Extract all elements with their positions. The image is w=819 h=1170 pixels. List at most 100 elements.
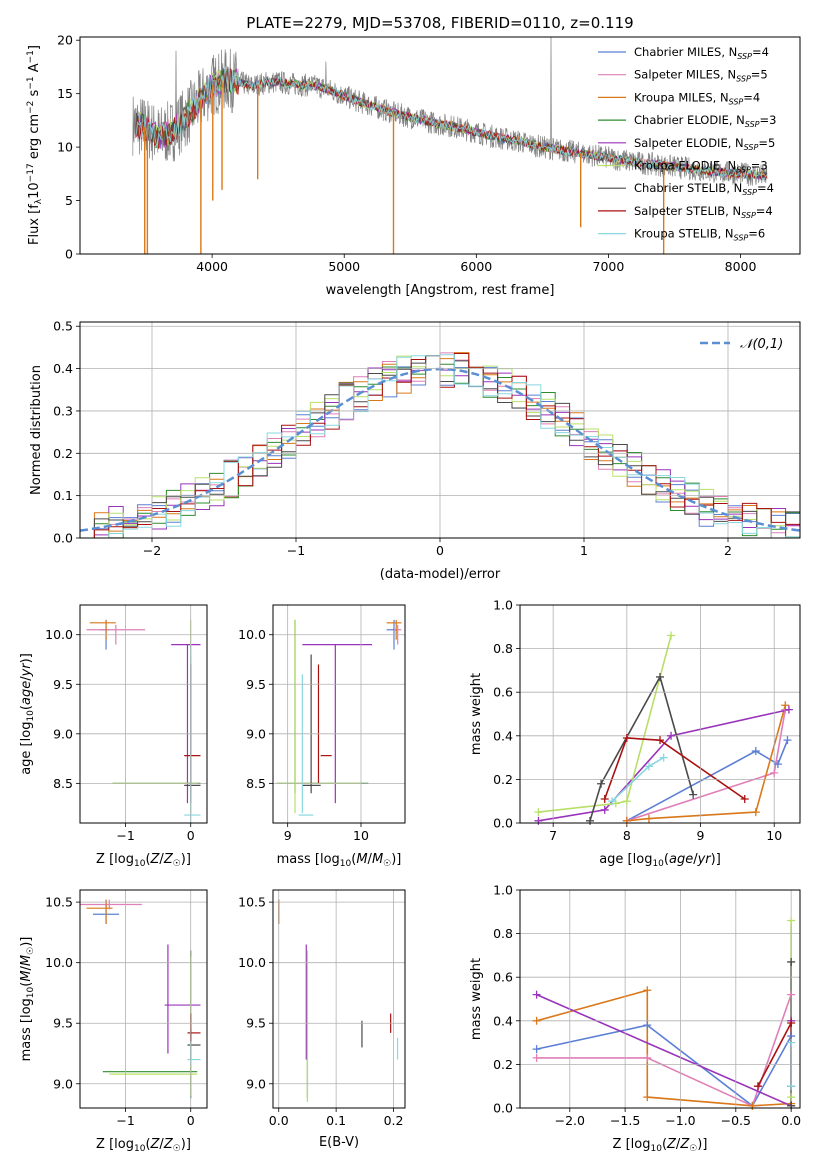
x-tick-label: 0 — [187, 1113, 195, 1128]
y-axis-label: Normed distribution — [29, 365, 44, 495]
plot-area — [86, 619, 201, 823]
x-axis-label: mass [log10(M/M☉)] — [277, 852, 402, 869]
y-tick-label: 9.5 — [53, 1016, 73, 1031]
x-axis-label: Z [log10(Z/Z☉)] — [96, 1137, 191, 1154]
legend-label: Kroupa MILES, NSSP=4 — [634, 90, 760, 106]
weight-marker-chabrier_miles — [532, 1045, 541, 1054]
weight-line-salpeter_miles — [536, 994, 792, 1107]
panel-mass_vs_ebv: 0.0 0.1 0.2 9.0 9.5 10.0 10.5 E(B-V) — [238, 889, 406, 1150]
weight-marker-kroupa_miles — [622, 816, 631, 825]
panel-spectrum: 4000 5000 6000 7000 8000 0 5 10 15 20 PLATE=2279, … — [26, 14, 801, 298]
weight-line-salpeter_elodie — [536, 993, 792, 1108]
weight-marker-salpeter_miles — [532, 1053, 541, 1062]
weight-marker-chabrier_miles — [751, 747, 760, 756]
x-axis-label: Z [log10(Z/Z☉)] — [613, 1137, 708, 1154]
weight-marker-salpeter_stelib — [622, 733, 631, 742]
y-tick-label: 10.5 — [45, 895, 73, 910]
weight-marker-kroupa_stelib — [659, 753, 668, 762]
x-tick-label: −1 — [287, 543, 305, 558]
weight-marker-kroupa_stelib — [608, 797, 617, 806]
x-tick-label: 4000 — [196, 259, 228, 274]
x-tick-label: −2 — [143, 543, 161, 558]
weight-marker-kroupa_miles — [643, 1093, 652, 1102]
legend-label: Salpeter ELODIE, NSSP=5 — [634, 136, 775, 152]
x-axis-label: Z [log10(Z/Z☉)] — [96, 852, 191, 869]
y-axis-label: mass weight — [469, 958, 484, 1040]
y-tick-label: 8.5 — [246, 776, 266, 791]
weight-line-chabrier_miles — [626, 739, 789, 822]
x-tick-label: 0 — [187, 828, 195, 843]
weight-marker-kroupa_miles — [532, 1016, 541, 1025]
x-tick-label: 2 — [724, 543, 732, 558]
y-tick-label: 10.0 — [238, 627, 266, 642]
weight-marker-chabrier_stelib — [597, 779, 606, 788]
weight-line-salpeter_stelib — [757, 1022, 792, 1087]
weight-marker-kroupa_stelib — [787, 1038, 796, 1047]
y-tick-label: 10.0 — [238, 955, 266, 970]
y-tick-label: 9.5 — [246, 677, 266, 692]
y-tick-label: 10.0 — [45, 627, 73, 642]
weight-marker-kroupa_stelib — [644, 762, 653, 771]
weight-marker-chabrier_stelib — [656, 672, 664, 681]
x-tick-label: −1.5 — [610, 1113, 640, 1128]
axes-frame — [79, 36, 801, 255]
y-tick-label: 20 — [57, 33, 73, 48]
x-tick-label: 7000 — [593, 259, 625, 274]
panel-weight_vs_age: 7 8 9 10 0.0 0.2 0.4 0.6 0.8 1.0 age [log10(age/yr… — [469, 598, 801, 869]
axes-frame — [79, 604, 208, 824]
y-tick-label: 0.6 — [493, 970, 513, 985]
x-tick-label: 0 — [436, 543, 444, 558]
model-line-kroupa_stelib — [135, 66, 767, 181]
y-axis-label: Flux [fλ10−17 erg cm−2 s−1 A−1] — [26, 45, 44, 245]
weight-marker-salpeter_elodie — [532, 990, 541, 999]
weight-marker-kroupa_elodie — [534, 808, 543, 817]
legend-label: Salpeter STELIB, NSSP=4 — [634, 204, 773, 220]
y-tick-label: 0.0 — [493, 816, 513, 831]
weight-marker-kroupa_miles — [644, 814, 653, 823]
y-tick-label: 0.5 — [53, 319, 73, 334]
axes-frame — [79, 321, 801, 539]
x-tick-label: 9 — [284, 828, 292, 843]
y-tick-label: 8.5 — [53, 776, 73, 791]
y-tick-label: 9.0 — [53, 726, 73, 741]
y-axis-label: mass weight — [469, 673, 484, 755]
weight-marker-salpeter_stelib — [787, 1018, 796, 1027]
y-tick-label: 0.4 — [493, 728, 513, 743]
y-tick-label: 0.2 — [53, 446, 73, 461]
y-tick-label: 0.8 — [493, 641, 513, 656]
y-tick-label: 0.2 — [493, 772, 513, 787]
weight-line-kroupa_miles — [626, 705, 787, 822]
y-tick-label: 10 — [57, 140, 73, 155]
weight-marker-chabrier_stelib — [787, 957, 796, 966]
weight-marker-kroupa_miles — [643, 986, 652, 995]
x-tick-label: −2.0 — [555, 1113, 585, 1128]
y-tick-label: 0 — [65, 247, 73, 262]
weight-marker-chabrier_miles — [643, 1021, 652, 1030]
axes-frame — [272, 889, 406, 1109]
axes-frame — [519, 889, 801, 1109]
y-tick-label: 10.0 — [45, 955, 73, 970]
weight-marker-kroupa_elodie — [787, 916, 796, 925]
legend-label: Chabrier ELODIE, NSSP=3 — [634, 113, 776, 129]
axes-frame — [272, 604, 406, 824]
x-tick-label: 0.2 — [384, 1113, 404, 1128]
x-tick-label: −1 — [116, 1113, 134, 1128]
y-tick-label: 9.0 — [246, 726, 266, 741]
x-axis-label: age [log10(age/yr)] — [599, 852, 721, 869]
x-tick-label: 0.1 — [326, 1113, 346, 1128]
weight-marker-salpeter_miles — [787, 990, 796, 999]
plot-area — [278, 899, 399, 1102]
weight-marker-salpeter_elodie — [600, 805, 609, 814]
x-axis-label: (data-model)/error — [380, 567, 501, 582]
legend-label: Chabrier STELIB, NSSP=4 — [634, 181, 774, 197]
weight-marker-salpeter_stelib — [753, 1082, 762, 1091]
y-tick-label: 9.5 — [246, 1016, 266, 1031]
weight-marker-salpeter_elodie — [784, 705, 793, 714]
weight-marker-salpeter_elodie — [667, 731, 676, 740]
y-tick-label: 5 — [65, 193, 73, 208]
y-tick-label: 10.5 — [238, 895, 266, 910]
axes-frame — [519, 604, 801, 824]
y-tick-label: 0.8 — [493, 926, 513, 941]
y-tick-label: 0.0 — [493, 1101, 513, 1116]
